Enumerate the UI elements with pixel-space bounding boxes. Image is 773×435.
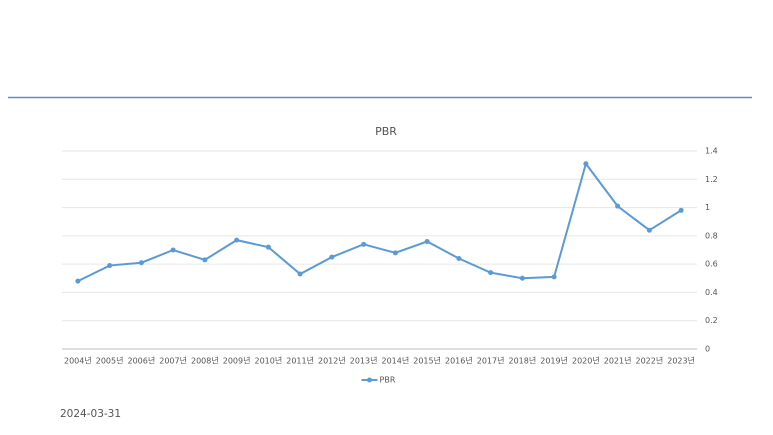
- legend-label: PBR: [380, 376, 396, 385]
- data-point: [551, 274, 557, 280]
- data-point: [265, 244, 271, 250]
- series-line: [77, 161, 682, 283]
- data-point: [392, 250, 398, 256]
- data-point: [615, 203, 621, 209]
- x-tick-label: 2012년: [318, 356, 346, 366]
- chart-title: PBR: [375, 125, 397, 138]
- x-tick-label: 2010년: [255, 356, 283, 366]
- y-tick-label: 1: [705, 203, 710, 212]
- data-point: [202, 257, 208, 263]
- data-point: [488, 270, 494, 276]
- data-point: [583, 161, 589, 167]
- x-tick-label: 2006년: [128, 356, 156, 366]
- data-point: [107, 263, 113, 269]
- x-tick-label: 2007년: [159, 356, 187, 366]
- y-tick-label: 0.4: [705, 288, 718, 297]
- x-tick-label: 2020년: [572, 356, 600, 366]
- data-point: [170, 247, 176, 253]
- x-tick-label: 2016년: [445, 356, 473, 366]
- y-tick-label: 0: [705, 345, 710, 354]
- x-tick-label: 2013년: [350, 356, 378, 366]
- data-point: [519, 275, 525, 281]
- data-point: [678, 207, 684, 213]
- legend-marker: [367, 377, 372, 383]
- x-tick-label: 2004년: [64, 356, 92, 366]
- y-tick-label: 0.6: [705, 260, 718, 269]
- y-tick-label: 0.8: [705, 231, 718, 240]
- x-tick-label: 2022년: [636, 356, 664, 366]
- x-tick-label: 2005년: [96, 356, 124, 366]
- x-tick-label: 2009년: [223, 356, 251, 366]
- date-label: 2024-03-31: [60, 408, 121, 420]
- x-tick-label: 2018년: [509, 356, 537, 366]
- data-point: [456, 255, 462, 261]
- x-tick-label: 2017년: [477, 356, 505, 366]
- x-tick-label: 2023년: [667, 356, 695, 366]
- data-point: [329, 254, 335, 260]
- data-point: [138, 260, 144, 266]
- y-tick-label: 1.4: [705, 147, 718, 156]
- x-tick-label: 2014년: [382, 356, 410, 366]
- x-tick-label: 2021년: [604, 356, 632, 366]
- data-point: [424, 239, 430, 245]
- data-point: [646, 227, 652, 233]
- data-point: [234, 237, 240, 243]
- data-point: [75, 278, 81, 284]
- y-tick-label: 1.2: [705, 175, 718, 184]
- y-tick-label: 0.2: [705, 316, 718, 325]
- data-point: [297, 271, 303, 277]
- x-tick-label: 2015년: [413, 356, 441, 366]
- data-point: [361, 241, 367, 247]
- x-tick-label: 2019년: [540, 356, 568, 366]
- x-tick-label: 2008년: [191, 356, 219, 366]
- x-tick-label: 2011년: [286, 356, 314, 366]
